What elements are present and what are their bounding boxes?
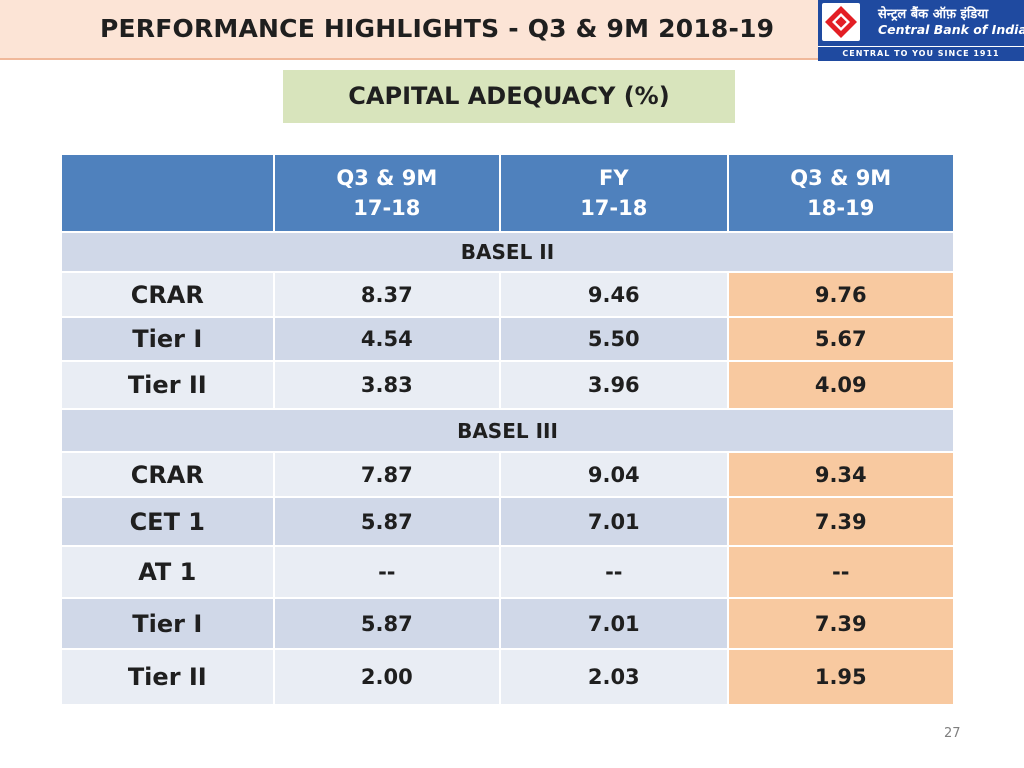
- row-label: AT 1: [60, 545, 275, 599]
- header-cell: FY 17-18: [499, 153, 729, 233]
- header-line1: FY: [599, 166, 629, 190]
- row-label: Tier II: [60, 360, 275, 410]
- table-cell: 7.01: [499, 496, 729, 547]
- table-cell-highlight: 5.67: [726, 316, 956, 362]
- bank-emblem-icon: [822, 3, 860, 41]
- bank-name-hindi: सेन्ट्रल बैंक ऑफ़ इंडिया: [878, 7, 989, 22]
- table-cell: 9.04: [499, 451, 729, 498]
- row-label: Tier I: [60, 597, 275, 650]
- header-line1: Q3 & 9M: [790, 166, 892, 190]
- table-row: Tier I 4.54 5.50 5.67: [60, 316, 956, 362]
- table-cell-highlight: 9.76: [726, 271, 956, 318]
- table-row: AT 1 -- -- --: [60, 545, 956, 599]
- table-cell: 3.83: [272, 360, 502, 410]
- table-cell: --: [272, 545, 502, 599]
- table-cell: 4.54: [272, 316, 502, 362]
- table-header-row: Q3 & 9M 17-18 FY 17-18 Q3 & 9M 18-19: [60, 153, 956, 233]
- bank-logo: सेन्ट्रल बैंक ऑफ़ इंडिया Central Bank of…: [818, 0, 1024, 62]
- table-cell: 5.87: [272, 496, 502, 547]
- bank-tagline: CENTRAL TO YOU SINCE 1911: [818, 47, 1024, 61]
- table-cell: 7.01: [499, 597, 729, 650]
- header-line1: Q3 & 9M: [336, 166, 438, 190]
- table-cell: --: [499, 545, 729, 599]
- table-row: CET 1 5.87 7.01 7.39: [60, 496, 956, 547]
- section-label: BASEL II: [60, 231, 955, 273]
- table-row: CRAR 8.37 9.46 9.76: [60, 271, 956, 318]
- table-cell: 5.50: [499, 316, 729, 362]
- table-cell: 7.87: [272, 451, 502, 498]
- logo-banner: सेन्ट्रल बैंक ऑफ़ इंडिया Central Bank of…: [818, 0, 1024, 46]
- table-cell-highlight: 4.09: [726, 360, 956, 410]
- capital-adequacy-table: Q3 & 9M 17-18 FY 17-18 Q3 & 9M 18-19 BASEL …: [60, 153, 956, 706]
- table-cell-highlight: 9.34: [726, 451, 956, 498]
- row-label: Tier I: [60, 316, 275, 362]
- row-label: CRAR: [60, 271, 275, 318]
- header-cell-empty: [60, 153, 275, 233]
- section-label: BASEL III: [60, 408, 955, 453]
- section-row-basel-ii: BASEL II: [60, 231, 955, 273]
- page-number: 27: [944, 726, 961, 741]
- table-row: Tier I 5.87 7.01 7.39: [60, 597, 956, 650]
- header-line2: 18-19: [807, 196, 875, 220]
- table-cell: 9.46: [499, 271, 729, 318]
- table-cell-highlight: 7.39: [726, 597, 956, 650]
- table-cell: 3.96: [499, 360, 729, 410]
- row-label: Tier II: [60, 648, 275, 706]
- table-row: Tier II 3.83 3.96 4.09: [60, 360, 956, 410]
- header-line2: 17-18: [580, 196, 648, 220]
- table-cell: 2.03: [499, 648, 729, 706]
- header-cell: Q3 & 9M 18-19: [726, 153, 956, 233]
- row-label: CET 1: [60, 496, 275, 547]
- section-subtitle: CAPITAL ADEQUACY (%): [283, 70, 735, 123]
- row-label: CRAR: [60, 451, 275, 498]
- title-bar: PERFORMANCE HIGHLIGHTS - Q3 & 9M 2018-19: [0, 0, 818, 60]
- header-cell: Q3 & 9M 17-18: [272, 153, 502, 233]
- header-line2: 17-18: [353, 196, 421, 220]
- table-row: CRAR 7.87 9.04 9.34: [60, 451, 956, 498]
- table-cell: 8.37: [272, 271, 502, 318]
- table-cell-highlight: 7.39: [726, 496, 956, 547]
- page-title: PERFORMANCE HIGHLIGHTS - Q3 & 9M 2018-19: [100, 14, 775, 43]
- table-cell-highlight: 1.95: [726, 648, 956, 706]
- section-row-basel-iii: BASEL III: [60, 408, 955, 453]
- table-cell: 2.00: [272, 648, 502, 706]
- table-row: Tier II 2.00 2.03 1.95: [60, 648, 956, 706]
- table-cell-highlight: --: [726, 545, 956, 599]
- bank-name-english: Central Bank of India: [878, 22, 1024, 37]
- table-cell: 5.87: [272, 597, 502, 650]
